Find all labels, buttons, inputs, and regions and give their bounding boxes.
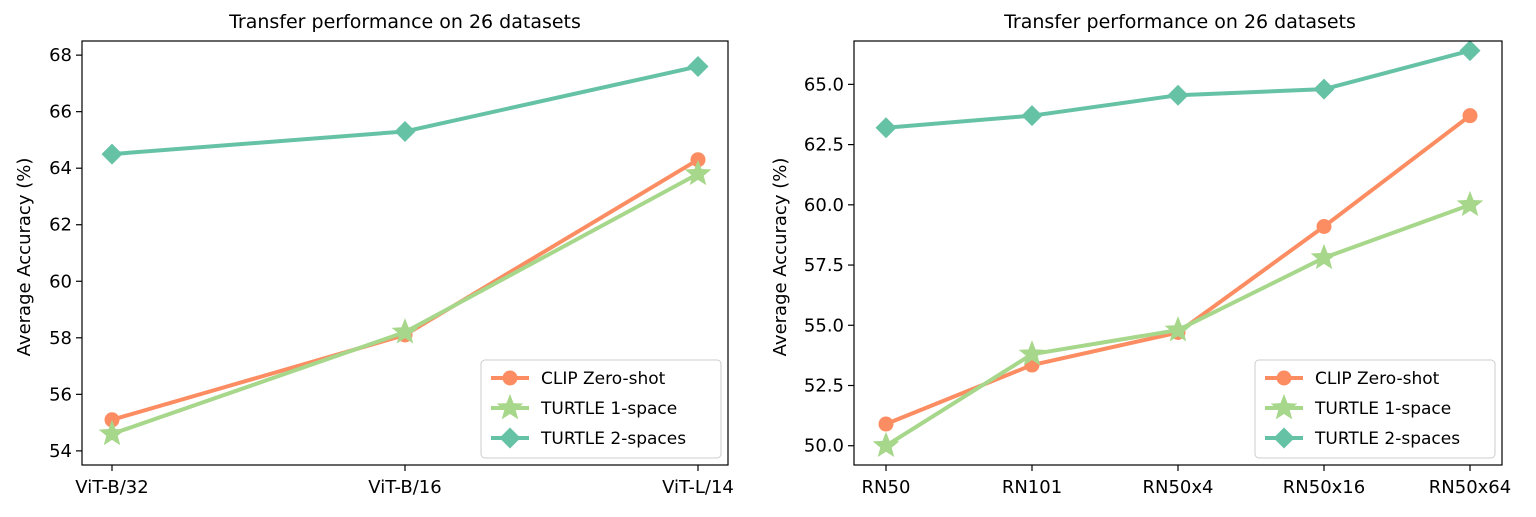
y-axis-label: Average Accuracy (%)	[14, 158, 35, 357]
legend-label: TURTLE 1-space	[1314, 399, 1451, 419]
data-point	[1018, 340, 1046, 366]
legend-label: CLIP Zero-shot	[1315, 369, 1440, 389]
data-point	[687, 55, 709, 77]
y-tick-label: 62.5	[804, 135, 844, 156]
data-point	[1167, 84, 1189, 106]
y-tick-label: 56	[49, 384, 72, 405]
data-point	[878, 416, 894, 432]
data-point	[1313, 78, 1335, 100]
data-point	[875, 117, 897, 139]
legend-marker	[1276, 370, 1292, 386]
data-point	[1456, 190, 1484, 217]
chart-vit: Transfer performance on 26 datasets Aver…	[14, 11, 734, 498]
y-tick-label: 66	[49, 102, 72, 123]
y-tick-label: 52.5	[804, 376, 844, 397]
legend-label: TURTLE 2-spaces	[540, 429, 686, 449]
y-tick-label: 62	[49, 215, 72, 236]
y-tick-label: 64	[49, 158, 72, 179]
y-tick-label: 55.0	[804, 315, 844, 336]
data-point	[101, 143, 123, 165]
legend-box	[480, 359, 722, 459]
y-tick-label: 60	[49, 271, 72, 292]
legend-marker	[1270, 394, 1298, 420]
data-point	[1462, 108, 1478, 124]
data-point	[104, 412, 120, 428]
x-tick-label: RN50x16	[1283, 477, 1365, 498]
y-tick-label: 54	[49, 441, 72, 462]
data-point	[1316, 219, 1332, 234]
y-tick-label: 68	[49, 45, 72, 66]
legend-marker	[496, 394, 524, 420]
x-tick-label: RN50x4	[1143, 477, 1214, 498]
x-tick-label: RN101	[1002, 477, 1062, 498]
y-tick-label: 57.5	[804, 255, 844, 276]
x-tick-label: ViT-B/32	[75, 477, 148, 498]
y-tick-label: 60.0	[804, 195, 844, 216]
data-point	[1459, 40, 1481, 62]
data-point	[690, 152, 706, 168]
x-tick-label: RN50x64	[1429, 477, 1511, 498]
chart-title: Transfer performance on 26 datasets	[1003, 11, 1356, 33]
legend-label: CLIP Zero-shot	[541, 369, 666, 389]
data-point	[391, 318, 419, 344]
x-tick-label: ViT-L/14	[662, 477, 734, 498]
y-tick-label: 65.0	[804, 74, 844, 95]
x-tick-label: ViT-B/16	[368, 477, 441, 498]
legend-marker	[502, 370, 518, 386]
y-tick-label: 58	[49, 328, 72, 349]
data-point	[1021, 105, 1043, 127]
legend-marker	[499, 427, 521, 449]
data-point	[872, 431, 900, 458]
legend-label: TURTLE 2-spaces	[1314, 429, 1460, 449]
y-axis-label: Average Accuracy (%)	[770, 158, 791, 357]
data-point	[1310, 243, 1338, 270]
data-point	[1164, 316, 1192, 342]
legend-label: TURTLE 1-space	[540, 399, 677, 419]
data-point	[394, 120, 416, 142]
chart-title: Transfer performance on 26 datasets	[228, 11, 581, 33]
data-point	[684, 159, 712, 186]
legend-box	[1254, 359, 1496, 459]
x-tick-label: RN50	[862, 477, 911, 498]
chart-resnet: Transfer performance on 26 datasets Aver…	[770, 11, 1511, 498]
y-tick-label: 50.0	[804, 436, 844, 457]
legend-marker	[1273, 427, 1295, 449]
data-point	[98, 419, 126, 446]
